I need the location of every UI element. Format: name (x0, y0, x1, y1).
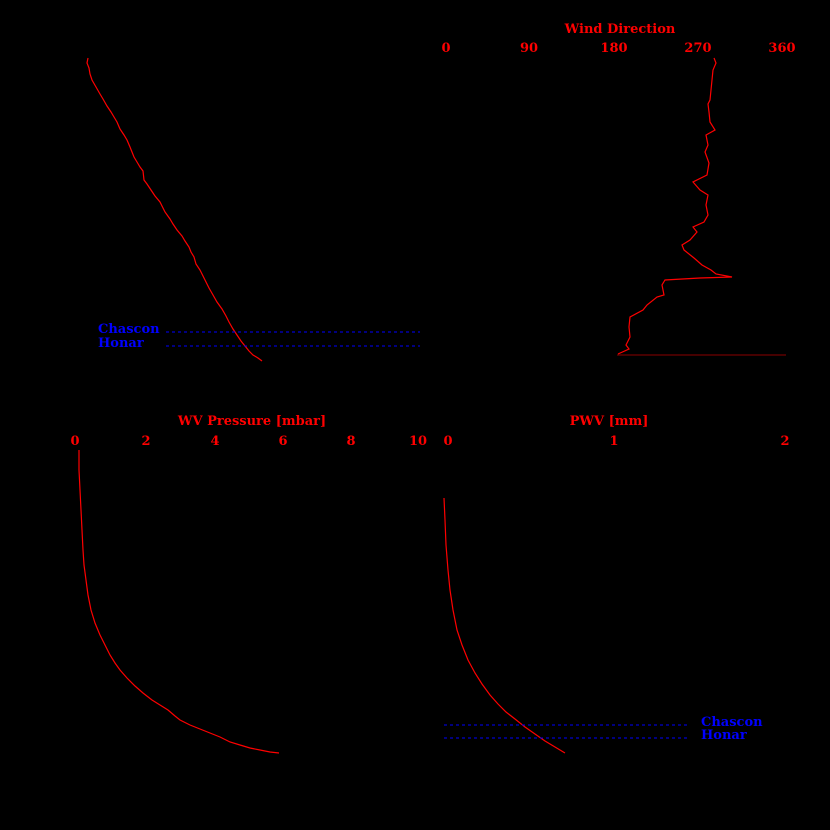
pwv-tick-2: 2 (780, 434, 789, 449)
pwv-line (443, 497, 566, 754)
wind-tick-0: 0 (441, 41, 450, 56)
wind-tick-360: 360 (768, 41, 795, 56)
wv-tick-4: 4 (210, 434, 219, 449)
pwv-panel: PWV [mm] 0 1 2 Chascon Honar (443, 414, 790, 754)
pwv-tick-1: 1 (609, 434, 618, 449)
wv-tick-0: 0 (70, 434, 79, 449)
wv-tick-8: 8 (346, 434, 355, 449)
wv-pressure-panel: WV Pressure [mbar] 0 2 4 6 8 10 (70, 414, 427, 754)
wind-tick-90: 90 (520, 41, 538, 56)
wv-tick-6: 6 (278, 434, 287, 449)
chascon-label: Chascon (98, 322, 160, 337)
wind-tick-180: 180 (600, 41, 627, 56)
wind-direction-panel: Wind Direction 0 90 180 270 360 (441, 22, 796, 356)
pwv-tick-0: 0 (443, 434, 452, 449)
temperature-panel: Chascon Honar (86, 57, 420, 362)
wv-pressure-title: WV Pressure [mbar] (177, 414, 326, 429)
wv-tick-2: 2 (141, 434, 150, 449)
honar-label-pwv: Honar (701, 728, 747, 743)
wind-direction-line (617, 57, 733, 355)
chascon-label-pwv: Chascon (701, 715, 763, 730)
wind-tick-270: 270 (684, 41, 711, 56)
pwv-title: PWV [mm] (570, 414, 649, 429)
temperature-profile-line (86, 57, 263, 362)
honar-label: Honar (98, 336, 144, 351)
wind-direction-title: Wind Direction (564, 22, 676, 37)
wv-tick-10: 10 (409, 434, 427, 449)
wv-pressure-line (78, 450, 280, 754)
